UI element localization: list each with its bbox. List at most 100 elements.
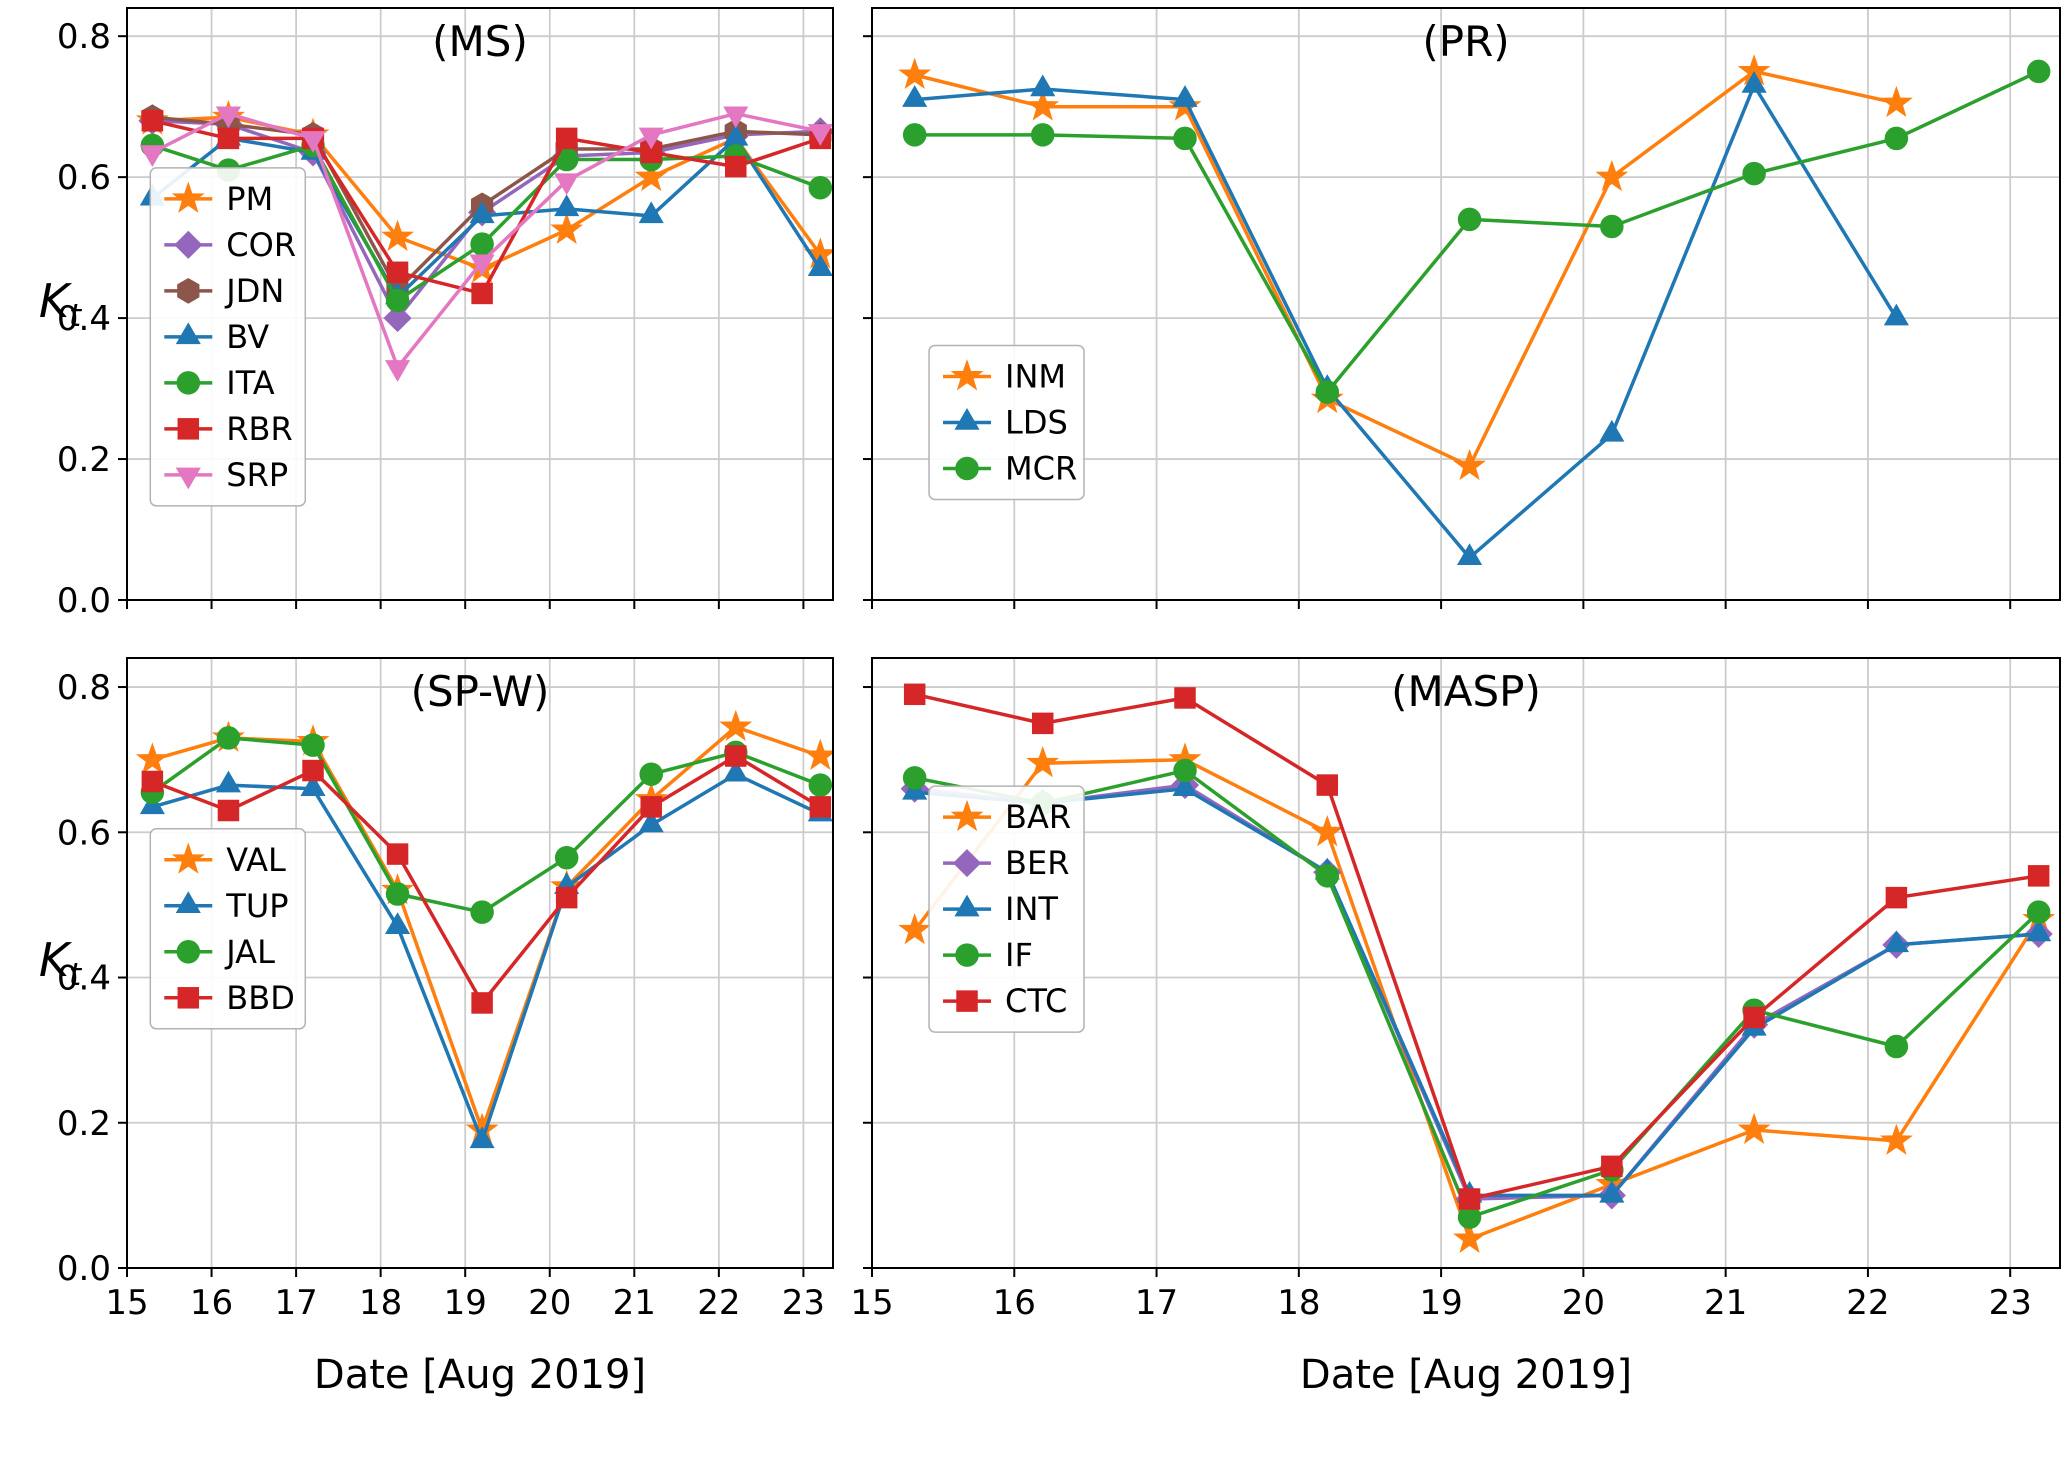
circle-marker [470, 232, 494, 256]
square-marker [725, 745, 747, 767]
triangle-down-marker [807, 124, 833, 146]
panel-SP-W: 15 16 17 18 19 20 21 22 23 0.0 0.2 0.4 0.6 0.8 (SP-W) V… [57, 657, 834, 1323]
square-marker [903, 683, 926, 706]
x-tick-label: 20 [1562, 1283, 1605, 1323]
series-layer [135, 99, 833, 382]
triangle-up-marker [1172, 774, 1198, 796]
y-tick-label: 0.2 [57, 1104, 111, 1144]
circle-marker [216, 726, 241, 750]
y-tick-label: 0.0 [57, 581, 111, 621]
triangle-up-marker [175, 322, 201, 345]
triangle-down-marker [215, 106, 242, 129]
circle-marker [808, 773, 833, 797]
square-marker [177, 418, 200, 440]
series-TUP [139, 759, 833, 1149]
star-marker [634, 159, 668, 192]
series-INM [898, 54, 1913, 481]
circle-marker [1173, 758, 1197, 783]
series-MCR [902, 59, 2051, 404]
triangle-down-marker [469, 254, 495, 277]
square-marker [141, 770, 164, 793]
circle-marker [639, 762, 663, 786]
triangle-up-marker [2026, 919, 2052, 942]
circle-marker [176, 371, 201, 395]
x-tick-label: 19 [1419, 1283, 1462, 1323]
ticks: 0.0 0.2 0.4 0.6 0.8 [57, 17, 805, 621]
triangle-up-marker [1599, 1180, 1625, 1203]
star-marker [1310, 815, 1344, 847]
square-marker [217, 127, 240, 150]
y-axis-label-subscript: t [69, 297, 82, 334]
circle-marker [176, 940, 201, 964]
legend-label: IF [1005, 936, 1033, 974]
square-marker [809, 796, 832, 818]
panel-title: (MS) [432, 17, 528, 66]
square-marker [555, 127, 578, 150]
star-marker [135, 742, 169, 774]
star-marker [1737, 1112, 1771, 1145]
legend-entry-JDN: JDN [164, 272, 284, 310]
legend-label: INM [1005, 357, 1066, 395]
y-tick-label: 0.8 [57, 668, 111, 708]
triangle-down-marker [554, 173, 580, 196]
square-marker [1885, 886, 1908, 909]
x-tick-label: 21 [1704, 1283, 1747, 1323]
legend-label: CTC [1005, 982, 1067, 1020]
circle-marker [385, 882, 410, 906]
diamond-marker [174, 230, 203, 259]
triangle-up-marker [1599, 419, 1625, 442]
square-marker [1316, 774, 1339, 796]
legend-entry-ITA: ITA [164, 364, 275, 402]
circle-marker [1315, 864, 1340, 888]
star-marker [898, 913, 932, 945]
series-layer [898, 54, 2051, 565]
star-marker [950, 799, 984, 832]
triangle-up-marker [638, 810, 664, 833]
y-axis-label-bottom-row: Kt [39, 933, 81, 993]
star-marker [1026, 89, 1060, 121]
triangle-down-marker [300, 131, 326, 153]
series-MCR-line [914, 69, 2040, 394]
series-SRP [139, 106, 833, 382]
legend-label: VAL [226, 841, 286, 879]
series-LDS [902, 71, 1909, 565]
square-marker [1031, 712, 1054, 735]
square-marker [640, 796, 662, 818]
panel-MASP: 15 16 17 18 19 20 21 22 23 (MASP) BAR BER INT IF CTC [850, 657, 2061, 1323]
legend: BAR BER INT IF CTC [928, 785, 1085, 1033]
y-tick-label: 0.2 [57, 440, 111, 480]
x-tick-label: 20 [528, 1283, 571, 1323]
star-marker [950, 359, 984, 391]
x-tick-label: 18 [359, 1283, 402, 1323]
triangle-down-marker [638, 127, 664, 150]
circle-marker [1600, 214, 1624, 239]
legend-entry-TUP: TUP [164, 887, 289, 925]
circle-marker [1315, 380, 1340, 404]
circle-marker [2026, 59, 2051, 84]
legend-entry-BAR: BAR [943, 798, 1071, 836]
legend: PM COR JDN BV ITA RBR SRP [149, 167, 307, 507]
circle-marker [1742, 161, 1766, 186]
square-marker [141, 110, 164, 132]
axes-frame [871, 657, 2061, 1269]
star-marker [803, 738, 833, 771]
triangle-up-marker [1883, 303, 1909, 326]
legend-label: SRP [226, 456, 288, 494]
square-marker [471, 992, 493, 1014]
y-tick-label: 0.6 [57, 813, 111, 853]
x-tick-label: 15 [105, 1283, 148, 1323]
circle-marker [902, 123, 927, 147]
square-marker [956, 990, 978, 1012]
legend-entry-BER: BER [943, 844, 1069, 882]
legend-entry-BV: BV [164, 318, 269, 356]
x-tick-label: 21 [613, 1283, 656, 1323]
x-tick-label: 23 [1989, 1283, 2032, 1323]
circle-marker [808, 175, 833, 200]
circle-marker [1884, 126, 1909, 151]
circle-marker [554, 845, 579, 870]
panel-PR: (PR) INM LDS MCR [863, 7, 2061, 609]
triangle-down-marker [385, 360, 411, 382]
triangle-up-marker [638, 201, 664, 224]
gridlines [871, 8, 2060, 601]
